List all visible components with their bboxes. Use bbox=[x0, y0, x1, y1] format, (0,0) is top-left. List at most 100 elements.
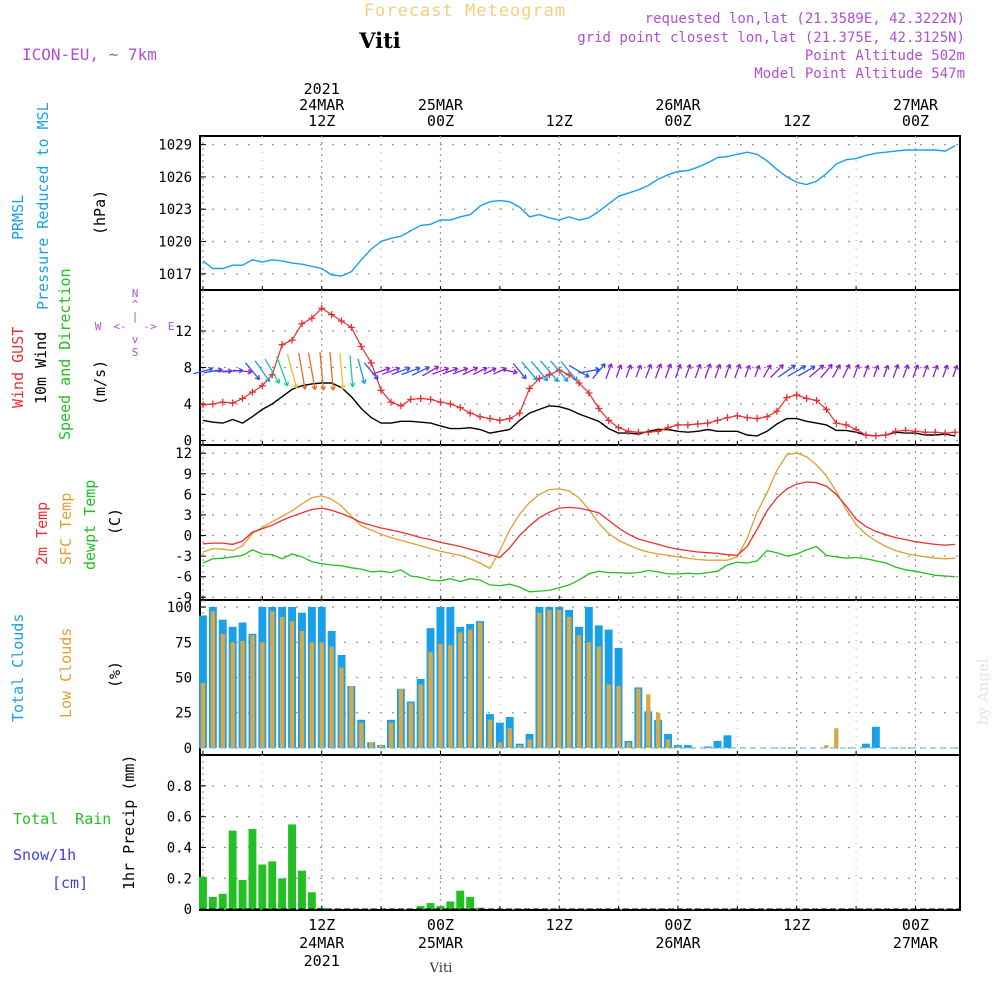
wind-arrow bbox=[521, 361, 538, 381]
top-time-label: 12Z bbox=[546, 112, 573, 130]
wind-arrow bbox=[674, 363, 682, 379]
wind-arrow bbox=[391, 366, 411, 376]
gust-marker bbox=[456, 404, 464, 412]
requested-coords: requested lon,lat (21.3589E, 42.3222N) bbox=[645, 11, 965, 27]
y-tick-label: 12 bbox=[175, 446, 192, 462]
wind-arrow bbox=[842, 363, 851, 379]
compass-n: N bbox=[132, 287, 139, 300]
gust-marker bbox=[318, 304, 326, 312]
wind-arrow bbox=[932, 364, 939, 378]
low-cloud-bar bbox=[210, 611, 216, 748]
total-clouds-label: Total Clouds bbox=[9, 614, 27, 722]
point-altitude: Point Altitude 502m bbox=[805, 48, 965, 64]
compass-s: S bbox=[132, 346, 139, 359]
rain-bar bbox=[278, 878, 287, 910]
wind-arrow bbox=[615, 364, 623, 378]
gust-marker bbox=[773, 407, 781, 415]
wind-arrow bbox=[286, 353, 299, 389]
gust-marker bbox=[674, 421, 682, 429]
gust-marker bbox=[842, 421, 850, 429]
rain-bar bbox=[218, 893, 227, 910]
wind-arrow bbox=[863, 364, 870, 378]
gust-marker bbox=[694, 420, 702, 428]
gust-marker bbox=[902, 426, 910, 434]
wind-arrow bbox=[442, 366, 459, 375]
top-time-label: 00Z bbox=[427, 112, 454, 130]
low-cloud-bar bbox=[349, 686, 354, 748]
low-cloud-bar bbox=[250, 635, 255, 748]
wind-arrow bbox=[560, 361, 578, 382]
model-altitude: Model Point Altitude 547m bbox=[754, 66, 965, 82]
wind-arrow bbox=[952, 364, 959, 378]
footer-location: Viti bbox=[429, 961, 453, 976]
wind-arrow bbox=[452, 366, 469, 375]
rain-bar bbox=[298, 870, 306, 910]
y-tick-label: 4 bbox=[184, 397, 192, 413]
wind-arrow bbox=[635, 364, 643, 378]
wind-arrow bbox=[349, 355, 356, 388]
low-cloud-bar bbox=[665, 739, 671, 748]
low-cloud-bar bbox=[646, 694, 651, 748]
clouds-panel: 0 25 50 75 100 bbox=[167, 599, 961, 757]
low-cloud-bar bbox=[339, 667, 344, 748]
gust-marker bbox=[862, 431, 870, 439]
rain-bar bbox=[476, 907, 484, 910]
gust-marker bbox=[446, 400, 454, 408]
y-tick-label: 3 bbox=[184, 508, 192, 524]
total-cloud-bar bbox=[862, 743, 870, 748]
low-cloud-bar bbox=[289, 621, 295, 748]
gust-marker bbox=[872, 432, 880, 440]
gust-marker bbox=[229, 399, 237, 407]
gust-marker bbox=[258, 382, 266, 390]
gust-marker bbox=[882, 431, 890, 439]
low-cloud-bar bbox=[656, 712, 661, 748]
gust-marker bbox=[298, 320, 306, 328]
wind-arrow bbox=[530, 361, 549, 382]
wind-arrow bbox=[664, 363, 673, 379]
total-cloud-bar bbox=[871, 726, 880, 748]
gust-marker bbox=[476, 413, 484, 421]
low-cloud-bar bbox=[428, 652, 433, 748]
precip-unit: 1hr Precip (mm) bbox=[120, 755, 138, 890]
y-tick-label: 12 bbox=[175, 324, 192, 340]
wind-arrow bbox=[762, 364, 772, 378]
top-time-label: 12Z bbox=[308, 112, 335, 130]
gust-marker bbox=[397, 402, 405, 410]
y-tick-label: 0.8 bbox=[167, 779, 192, 795]
rain-bar bbox=[317, 907, 326, 910]
y-tick-label: 1026 bbox=[158, 170, 192, 186]
gust-marker bbox=[803, 395, 811, 402]
wind-compass: N ^ | v S W <- -> E bbox=[95, 287, 175, 359]
bottom-time-label: 24MAR bbox=[299, 934, 345, 952]
bottom-time-label: 12Z bbox=[308, 916, 335, 934]
wind-arrow bbox=[411, 365, 430, 376]
gust-marker bbox=[496, 416, 504, 424]
wind-arrow bbox=[912, 364, 920, 378]
low-cloud-bar bbox=[487, 719, 493, 748]
wind-arrow bbox=[605, 363, 613, 379]
gust-marker bbox=[634, 428, 642, 436]
top-time-label: 24MAR bbox=[299, 96, 345, 114]
gust-marker bbox=[308, 314, 316, 322]
total-cloud-bar bbox=[713, 740, 722, 748]
low-cloud-bar bbox=[468, 629, 473, 748]
sfc-temp-label: SFC Temp bbox=[57, 493, 75, 565]
low-cloud-bar bbox=[378, 745, 384, 748]
y-tick-label: 0.4 bbox=[167, 841, 192, 857]
gust-marker bbox=[347, 323, 355, 331]
wind-arrow bbox=[645, 363, 653, 379]
gust-marker bbox=[704, 419, 712, 427]
gust-marker bbox=[357, 343, 365, 351]
rain-bar bbox=[228, 830, 237, 910]
temp-labels: 2m Temp SFC Temp dewpt Temp (C) bbox=[33, 480, 124, 570]
pressure-msl-label: Pressure Reduced to MSL bbox=[34, 102, 52, 310]
gust-marker bbox=[743, 414, 751, 422]
gust-marker bbox=[723, 414, 731, 422]
watermark: by Angel bbox=[974, 658, 992, 725]
gust-marker bbox=[921, 428, 929, 436]
y-tick-label: 8 bbox=[184, 361, 192, 377]
y-tick-label: -3 bbox=[175, 549, 192, 565]
low-cloud-bar bbox=[319, 642, 324, 748]
wind-arrow bbox=[568, 364, 590, 378]
